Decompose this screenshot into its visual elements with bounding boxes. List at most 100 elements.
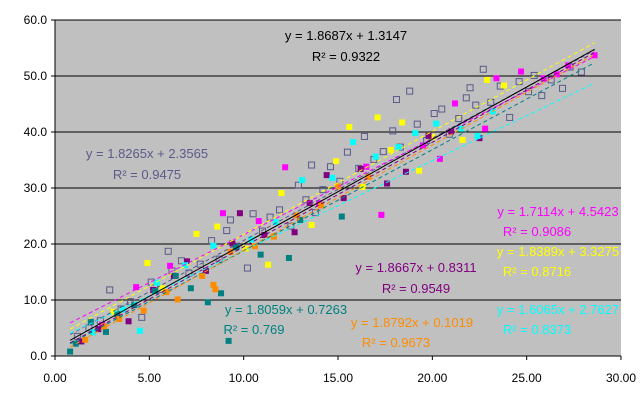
data-point <box>225 337 232 344</box>
series-trendline <box>69 82 595 334</box>
data-point <box>457 125 464 132</box>
axis-layer: 0.0 10.0 20.0 30.0 40.0 50.0 60.0 0.00 5.00 10.00… <box>24 13 637 385</box>
y-tick-label: 10.0 <box>24 293 48 307</box>
trendline-r2: R² = 0.9086 <box>503 224 571 239</box>
series-trendline <box>69 51 595 344</box>
trendline-equation: y = 1.6065x + 2.7627 <box>497 302 619 317</box>
y-tick-label: 20.0 <box>24 237 48 251</box>
data-point <box>451 100 458 107</box>
data-point <box>338 213 345 220</box>
data-point <box>565 62 572 69</box>
data-point <box>387 146 394 153</box>
data-point <box>302 196 310 204</box>
data-point <box>101 323 108 330</box>
data-point <box>455 115 463 123</box>
data-point <box>472 101 480 109</box>
data-point <box>308 221 315 228</box>
data-point <box>379 148 387 156</box>
data-point <box>187 285 194 292</box>
data-point <box>287 222 295 230</box>
data-point <box>493 75 500 82</box>
data-point <box>374 114 381 121</box>
trendline-r2: R² = 0.9475 <box>113 167 181 182</box>
data-point <box>591 52 598 59</box>
data-point <box>482 125 489 132</box>
data-point <box>133 284 140 291</box>
data-point <box>87 318 94 325</box>
data-point <box>251 243 258 250</box>
data-point <box>384 180 391 187</box>
overall-trendline <box>69 48 595 341</box>
data-point <box>378 211 385 218</box>
data-point <box>242 245 249 252</box>
data-point <box>412 130 419 137</box>
data-point <box>363 163 370 170</box>
data-point <box>462 94 470 102</box>
trendline-r2: R² = 0.9673 <box>362 335 430 350</box>
x-tick-label: 5.00 <box>138 371 162 385</box>
trendline-layer <box>69 42 595 348</box>
data-point <box>343 148 351 156</box>
series-trendline <box>69 42 595 330</box>
y-tick-label: 30.0 <box>24 181 48 195</box>
data-point <box>151 288 158 295</box>
trendline-equation: y = 1.8792x + 0.1019 <box>351 315 473 330</box>
data-point <box>329 174 336 181</box>
trendline-equation: y = 1.8667x + 0.8311 <box>355 260 476 275</box>
data-point <box>438 105 446 113</box>
data-point <box>319 186 327 194</box>
trendline-equation: y = 1.8059x + 0.7263 <box>225 302 347 317</box>
data-point <box>553 71 560 78</box>
data-point <box>365 173 372 180</box>
data-point <box>136 327 143 334</box>
data-point <box>119 306 126 313</box>
data-point <box>272 219 279 226</box>
data-point <box>261 232 268 239</box>
data-point <box>466 84 474 92</box>
series-trendline <box>69 62 595 345</box>
data-point <box>433 120 440 127</box>
trendline-r2: R² = 0.8373 <box>503 322 571 337</box>
data-point <box>357 165 364 172</box>
data-point <box>419 142 426 149</box>
data-point <box>559 84 567 92</box>
data-point <box>484 76 491 83</box>
data-point <box>78 338 85 345</box>
data-point <box>335 183 341 190</box>
data-point <box>392 96 400 104</box>
data-point <box>159 285 166 292</box>
data-point <box>350 139 357 146</box>
data-point <box>82 336 89 343</box>
data-point <box>219 210 226 217</box>
data-point <box>249 210 257 218</box>
data-point <box>395 144 402 151</box>
trendline-equation: y = 1.7114x + 4.5423 <box>497 204 618 219</box>
data-point <box>308 161 316 169</box>
data-point <box>174 296 181 303</box>
data-point <box>282 164 289 171</box>
data-point <box>193 230 200 237</box>
x-tick-label: 0.00 <box>43 371 67 385</box>
data-point <box>72 340 79 347</box>
data-point <box>333 158 340 165</box>
data-point <box>436 155 443 162</box>
data-point <box>125 318 132 325</box>
data-point <box>285 255 292 261</box>
trendline-equation: y = 1.8265x + 2.3565 <box>86 146 208 161</box>
data-point <box>293 212 300 219</box>
data-point <box>372 153 379 160</box>
data-point <box>474 132 481 139</box>
data-point <box>360 132 368 140</box>
y-tick-label: 50.0 <box>24 69 48 83</box>
data-point <box>430 110 438 118</box>
data-point <box>399 119 406 126</box>
data-point <box>540 75 547 82</box>
data-point <box>276 206 284 214</box>
data-point <box>389 127 397 135</box>
data-point <box>518 68 525 75</box>
data-point <box>479 65 487 73</box>
data-point <box>138 313 146 321</box>
data-point <box>294 181 302 189</box>
data-point <box>196 260 204 268</box>
data-point <box>255 218 262 225</box>
